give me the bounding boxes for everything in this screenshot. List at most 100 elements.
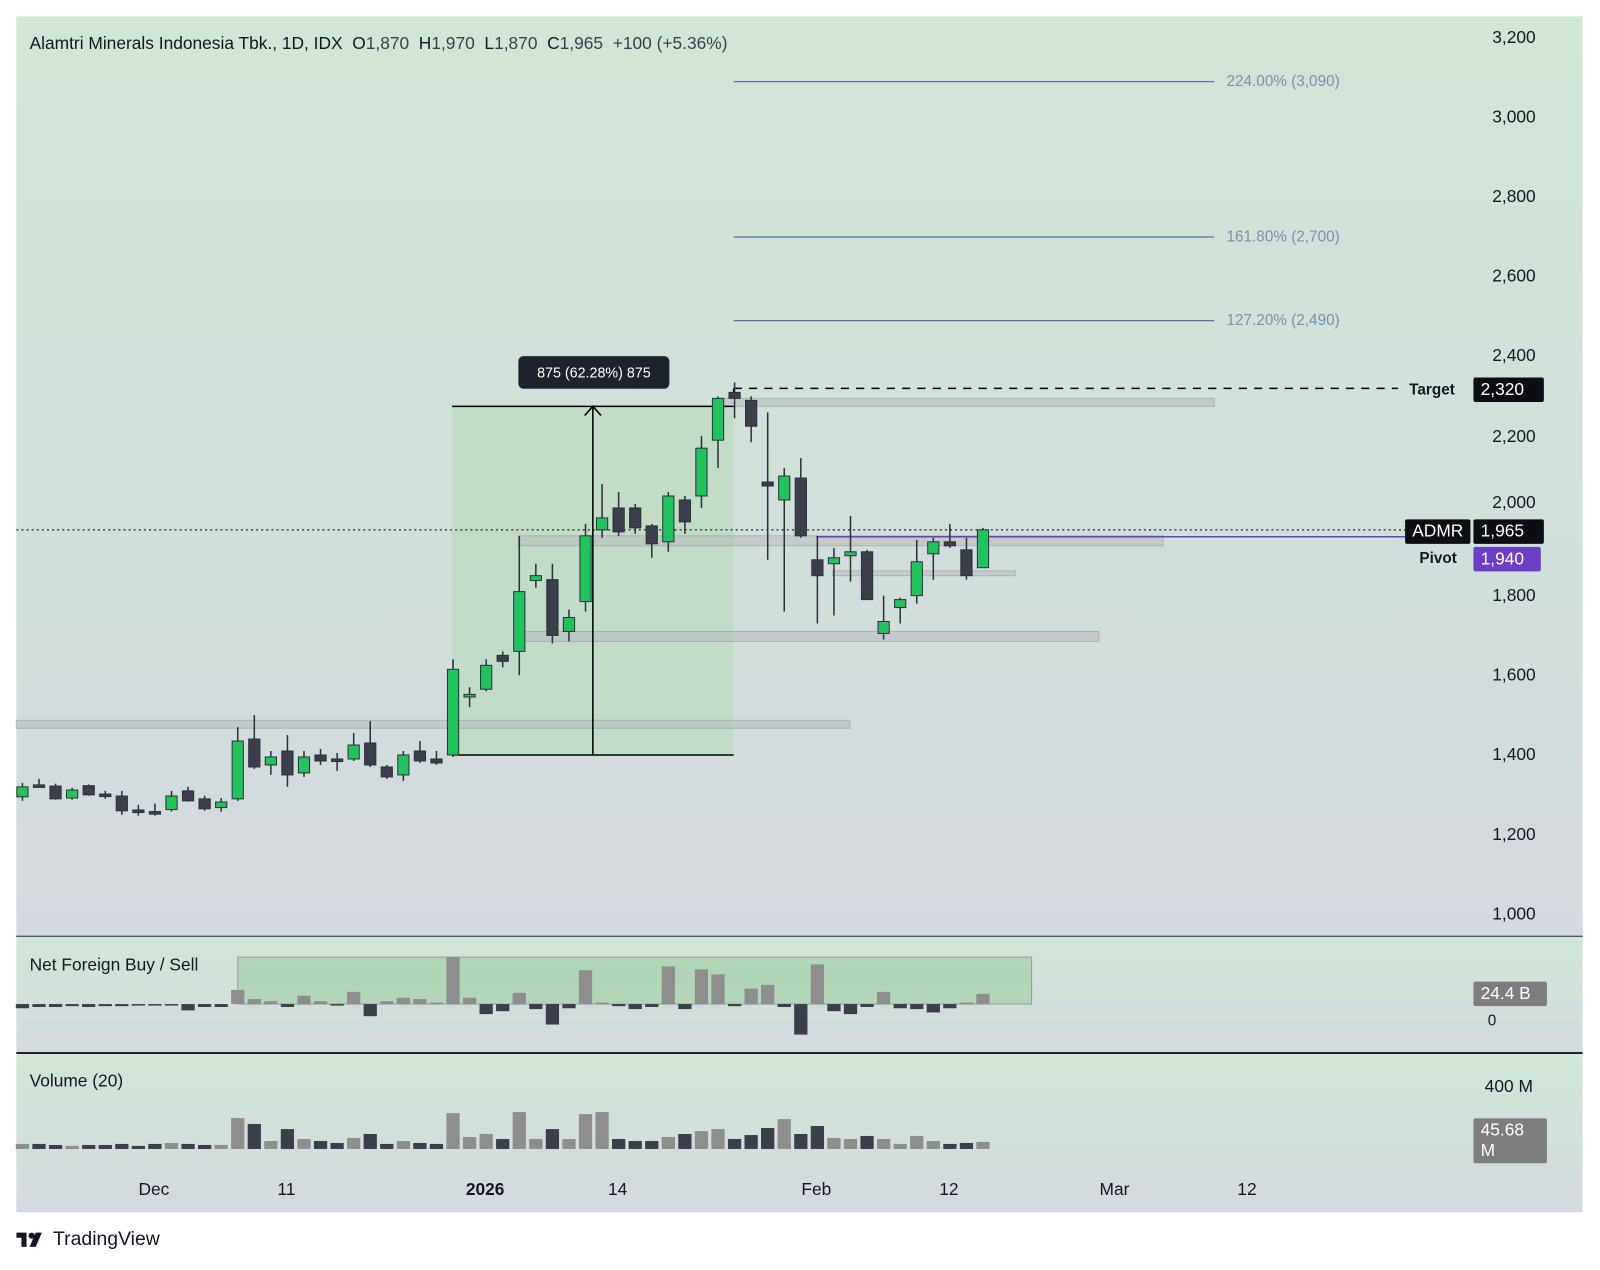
volume-last-tag: 45.68 M	[1473, 1118, 1547, 1164]
candle-up	[595, 517, 609, 531]
support-resistance-zone	[832, 570, 1016, 577]
volume-bar	[297, 1139, 311, 1149]
candle-up	[529, 575, 542, 581]
net-foreign-bar	[794, 1004, 808, 1035]
net-foreign-bar	[181, 1004, 195, 1011]
net-foreign-bar	[645, 1004, 659, 1008]
net-foreign-bar	[214, 1004, 228, 1008]
low-label: L	[484, 33, 495, 54]
pane-divider[interactable]	[16, 1052, 1583, 1055]
net-foreign-bar	[396, 997, 410, 1005]
net-foreign-bar	[761, 984, 775, 1005]
net-foreign-bar	[280, 1004, 295, 1008]
net-foreign-bar	[777, 1004, 791, 1008]
volume-bar	[462, 1137, 477, 1149]
volume-bar	[65, 1145, 79, 1149]
volume-bar	[479, 1133, 493, 1149]
volume-bar	[694, 1131, 709, 1149]
candle-up	[480, 664, 493, 690]
net-foreign-bar	[148, 1004, 162, 1006]
measure-label[interactable]: 875 (62.28%) 875	[518, 356, 670, 389]
volume-bar	[347, 1137, 361, 1149]
candle-down	[860, 551, 874, 601]
volume-bar	[48, 1144, 63, 1149]
volume-bar	[98, 1144, 112, 1149]
candle-up	[347, 744, 360, 760]
net-foreign-bar	[347, 991, 361, 1005]
net-foreign-bar	[876, 991, 891, 1005]
volume-bar	[959, 1143, 974, 1149]
net-foreign-bar	[247, 999, 261, 1005]
candle-up	[910, 561, 923, 597]
candle-up	[66, 789, 79, 799]
net-foreign-highlight-box	[237, 956, 1033, 1005]
candle-up	[446, 668, 460, 756]
time-tick-label: Mar	[1099, 1179, 1130, 1199]
candle-down	[794, 477, 807, 537]
net-foreign-bar	[429, 1002, 444, 1005]
time-tick-label: Feb	[801, 1179, 832, 1199]
target-price-tag: 2,320	[1473, 377, 1544, 403]
candle-down	[198, 798, 211, 810]
candle-up	[264, 756, 277, 766]
net-foreign-bar	[462, 997, 477, 1005]
candle-down	[281, 750, 294, 776]
symbol-legend[interactable]: Alamtri Minerals Indonesia Tbk., 1D, IDX…	[30, 34, 728, 54]
net-foreign-bar	[363, 1004, 377, 1017]
candle-down	[132, 809, 145, 814]
price-pane[interactable]	[16, 16, 1583, 936]
candle-down	[413, 750, 427, 762]
net-foreign-bar	[15, 1004, 30, 1009]
net-foreign-title[interactable]: Net Foreign Buy / Sell	[29, 955, 199, 975]
price-tick-label: 3,200	[1492, 27, 1536, 47]
net-foreign-bar	[413, 999, 427, 1005]
candle-down	[181, 790, 195, 802]
fib-level-label: 161.80% (2,700)	[1226, 228, 1340, 246]
candle-down	[314, 754, 327, 762]
volume-title[interactable]: Volume (20)	[29, 1071, 124, 1091]
candle-down	[645, 525, 658, 545]
candle-down	[430, 758, 443, 764]
volume-bar	[860, 1135, 874, 1149]
volume-bar	[446, 1113, 460, 1149]
tradingview-logo-icon	[16, 1232, 42, 1247]
symbol-price-tag: ADMR	[1405, 519, 1471, 544]
tradingview-logo[interactable]: TradingView	[16, 1229, 160, 1251]
candle-up	[844, 551, 857, 557]
volume-bar	[727, 1139, 742, 1149]
price-tick-label: 1,800	[1492, 585, 1536, 605]
fib-level-label: 127.20% (2,490)	[1226, 311, 1340, 330]
net-foreign-bar	[711, 974, 725, 1005]
time-tick-label: Dec	[138, 1179, 170, 1199]
candle-down	[728, 391, 741, 399]
volume-bar	[562, 1139, 576, 1149]
volume-bar	[181, 1143, 195, 1149]
net-foreign-bar	[496, 1004, 510, 1012]
volume-bar	[744, 1135, 758, 1149]
candle-up	[894, 599, 907, 609]
candle-up	[463, 693, 476, 698]
net-foreign-bar	[661, 966, 675, 1005]
net-foreign-bar	[313, 1001, 328, 1005]
volume-bar	[976, 1141, 990, 1149]
net-foreign-bar	[115, 1004, 129, 1007]
candle-down	[248, 738, 261, 768]
low-value: 1,870	[494, 33, 538, 54]
time-tick-label: 12	[1237, 1179, 1257, 1199]
net-foreign-bar	[380, 1001, 394, 1005]
candle-up	[297, 756, 311, 774]
volume-bar	[827, 1137, 841, 1149]
volume-bar	[529, 1139, 543, 1149]
last-price-tag: 1,965	[1473, 519, 1544, 544]
volume-bar	[595, 1112, 609, 1149]
close-value: 1,965	[559, 33, 604, 54]
candle-up	[165, 795, 178, 811]
net-foreign-bar	[164, 1004, 179, 1006]
candle-down	[745, 399, 758, 427]
net-foreign-bar	[860, 1004, 874, 1008]
candle-down	[612, 507, 625, 533]
volume-bar	[794, 1133, 808, 1149]
net-foreign-bar	[810, 964, 825, 1005]
volume-pane[interactable]	[16, 1054, 1583, 1213]
net-foreign-bar	[479, 1004, 493, 1015]
